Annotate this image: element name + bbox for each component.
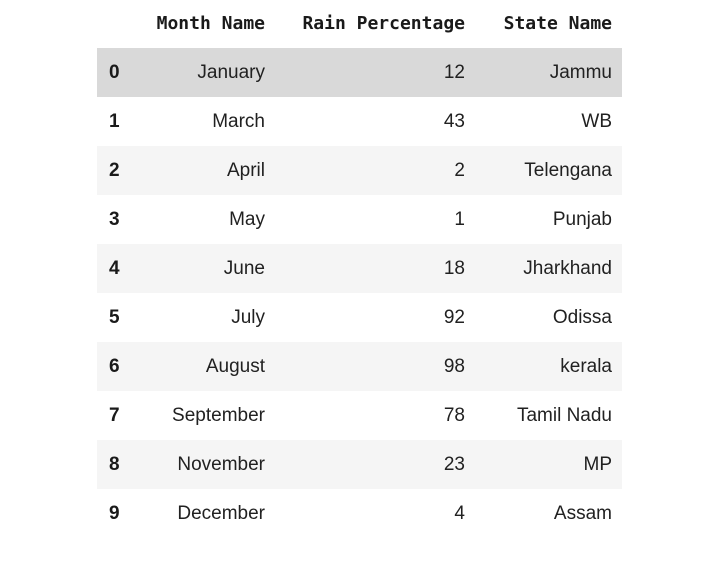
row-index-cell: 6 [97,342,135,391]
table-row: 5 July 92 Odissa [97,293,622,342]
index-column-header [97,0,135,48]
rain-cell: 4 [275,489,475,538]
month-cell: August [135,342,275,391]
table-row: 3 May 1 Punjab [97,195,622,244]
state-cell: Assam [475,489,622,538]
row-index-cell: 8 [97,440,135,489]
table-row: 8 November 23 MP [97,440,622,489]
table-body: 0 January 12 Jammu 1 March 43 WB 2 April 2 Telengan… [97,48,622,538]
month-cell: April [135,146,275,195]
state-cell: kerala [475,342,622,391]
row-index-cell: 2 [97,146,135,195]
month-cell: May [135,195,275,244]
rain-cell: 18 [275,244,475,293]
row-index-cell: 0 [97,48,135,97]
state-cell: Jharkhand [475,244,622,293]
month-cell: November [135,440,275,489]
row-index-cell: 4 [97,244,135,293]
state-cell: Tamil Nadu [475,391,622,440]
table-row: 0 January 12 Jammu [97,48,622,97]
rain-cell: 1 [275,195,475,244]
month-cell: December [135,489,275,538]
table-row: 9 December 4 Assam [97,489,622,538]
state-cell: Telengana [475,146,622,195]
row-index-cell: 7 [97,391,135,440]
rain-cell: 92 [275,293,475,342]
table-row: 7 September 78 Tamil Nadu [97,391,622,440]
rain-cell: 98 [275,342,475,391]
rain-cell: 78 [275,391,475,440]
row-index-cell: 3 [97,195,135,244]
column-header-state-name: State Name [475,0,622,48]
row-index-cell: 1 [97,97,135,146]
month-cell: July [135,293,275,342]
column-header-month-name: Month Name [135,0,275,48]
column-header-rain-percentage: Rain Percentage [275,0,475,48]
month-cell: June [135,244,275,293]
month-cell: September [135,391,275,440]
state-cell: Jammu [475,48,622,97]
rain-cell: 12 [275,48,475,97]
rain-cell: 23 [275,440,475,489]
row-index-cell: 5 [97,293,135,342]
header-row: Month Name Rain Percentage State Name [97,0,622,48]
table-row: 4 June 18 Jharkhand [97,244,622,293]
table-row: 6 August 98 kerala [97,342,622,391]
rain-cell: 2 [275,146,475,195]
table-row: 1 March 43 WB [97,97,622,146]
state-cell: Odissa [475,293,622,342]
rain-cell: 43 [275,97,475,146]
month-cell: March [135,97,275,146]
state-cell: WB [475,97,622,146]
table-header: Month Name Rain Percentage State Name [97,0,622,48]
table-row: 2 April 2 Telengana [97,146,622,195]
state-cell: MP [475,440,622,489]
row-index-cell: 9 [97,489,135,538]
state-cell: Punjab [475,195,622,244]
month-cell: January [135,48,275,97]
